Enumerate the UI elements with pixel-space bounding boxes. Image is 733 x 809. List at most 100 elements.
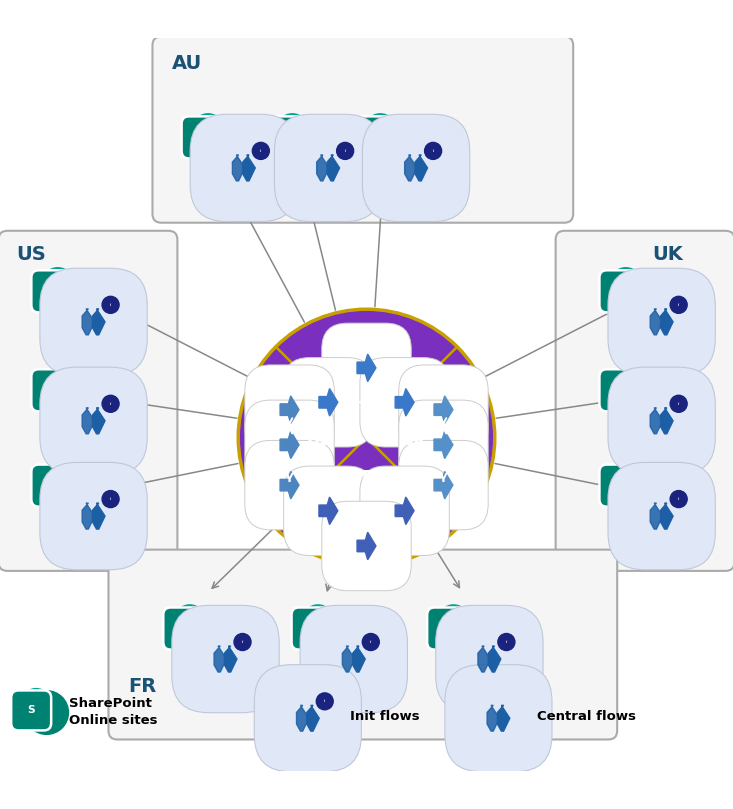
FancyBboxPatch shape [172, 605, 279, 713]
Circle shape [45, 464, 93, 511]
FancyBboxPatch shape [608, 367, 715, 474]
Text: S: S [283, 131, 291, 144]
FancyBboxPatch shape [0, 231, 177, 571]
Circle shape [102, 396, 119, 413]
Polygon shape [434, 472, 453, 499]
Circle shape [234, 633, 251, 650]
FancyBboxPatch shape [182, 116, 224, 159]
Polygon shape [487, 705, 499, 731]
Polygon shape [319, 388, 338, 416]
Polygon shape [650, 503, 663, 529]
Polygon shape [357, 354, 376, 382]
Text: S: S [48, 383, 56, 396]
Circle shape [670, 296, 687, 313]
Polygon shape [82, 503, 95, 529]
FancyBboxPatch shape [284, 466, 373, 556]
Text: FR: FR [128, 677, 157, 697]
Text: US: US [16, 245, 46, 264]
Text: S: S [616, 285, 625, 298]
FancyBboxPatch shape [11, 690, 51, 731]
FancyBboxPatch shape [254, 665, 361, 772]
Circle shape [614, 270, 661, 317]
Circle shape [42, 366, 74, 399]
Text: UK: UK [401, 431, 427, 450]
Text: i: i [370, 640, 372, 644]
Text: i: i [432, 149, 434, 153]
Polygon shape [498, 705, 509, 731]
FancyBboxPatch shape [292, 608, 334, 650]
FancyBboxPatch shape [600, 270, 641, 312]
FancyBboxPatch shape [600, 369, 641, 411]
Polygon shape [650, 309, 663, 335]
Circle shape [336, 142, 353, 159]
Polygon shape [405, 155, 417, 181]
Circle shape [45, 369, 93, 416]
Circle shape [42, 462, 74, 494]
Text: SharePoint
Online sites: SharePoint Online sites [69, 697, 158, 727]
FancyBboxPatch shape [600, 464, 641, 506]
FancyBboxPatch shape [284, 358, 373, 447]
Text: S: S [180, 622, 188, 635]
Text: i: i [110, 303, 111, 307]
Polygon shape [660, 408, 673, 434]
Polygon shape [82, 408, 95, 434]
Polygon shape [488, 646, 501, 672]
Polygon shape [650, 408, 663, 434]
Text: i: i [110, 402, 111, 406]
Text: S: S [371, 131, 379, 144]
Text: Central flows: Central flows [537, 710, 636, 723]
Polygon shape [478, 646, 490, 672]
FancyBboxPatch shape [245, 440, 334, 530]
FancyBboxPatch shape [322, 323, 411, 413]
Polygon shape [660, 503, 673, 529]
Polygon shape [92, 503, 105, 529]
Polygon shape [434, 396, 453, 423]
Circle shape [614, 464, 661, 511]
Text: i: i [260, 149, 262, 153]
Polygon shape [327, 155, 339, 181]
Polygon shape [415, 155, 427, 181]
FancyBboxPatch shape [152, 36, 573, 222]
Circle shape [192, 114, 224, 146]
Circle shape [610, 268, 642, 300]
FancyBboxPatch shape [266, 116, 308, 159]
FancyBboxPatch shape [362, 114, 470, 222]
Text: i: i [506, 640, 507, 644]
FancyBboxPatch shape [556, 231, 733, 571]
Polygon shape [319, 497, 338, 524]
Polygon shape [297, 705, 309, 731]
FancyBboxPatch shape [608, 463, 715, 570]
Circle shape [177, 608, 225, 654]
Polygon shape [280, 472, 299, 499]
Circle shape [306, 608, 353, 654]
Circle shape [614, 369, 661, 416]
Circle shape [42, 268, 74, 300]
Text: UK: UK [652, 245, 683, 264]
Polygon shape [434, 431, 453, 459]
Circle shape [670, 396, 687, 413]
Polygon shape [92, 408, 105, 434]
Circle shape [368, 116, 416, 163]
Polygon shape [660, 309, 673, 335]
Circle shape [21, 688, 51, 718]
Text: S: S [48, 479, 56, 492]
FancyBboxPatch shape [108, 549, 617, 739]
Circle shape [498, 633, 515, 650]
Text: i: i [110, 497, 111, 501]
FancyBboxPatch shape [40, 367, 147, 474]
Circle shape [252, 142, 269, 159]
Circle shape [196, 116, 243, 163]
Polygon shape [317, 155, 329, 181]
Polygon shape [342, 646, 355, 672]
FancyBboxPatch shape [360, 358, 449, 447]
FancyBboxPatch shape [245, 400, 334, 489]
Text: S: S [27, 705, 35, 715]
FancyBboxPatch shape [190, 114, 298, 222]
Circle shape [280, 116, 328, 163]
Text: i: i [324, 699, 325, 703]
Circle shape [102, 296, 119, 313]
Text: i: i [345, 149, 346, 153]
Circle shape [438, 605, 470, 637]
FancyBboxPatch shape [354, 116, 396, 159]
Circle shape [317, 693, 334, 709]
